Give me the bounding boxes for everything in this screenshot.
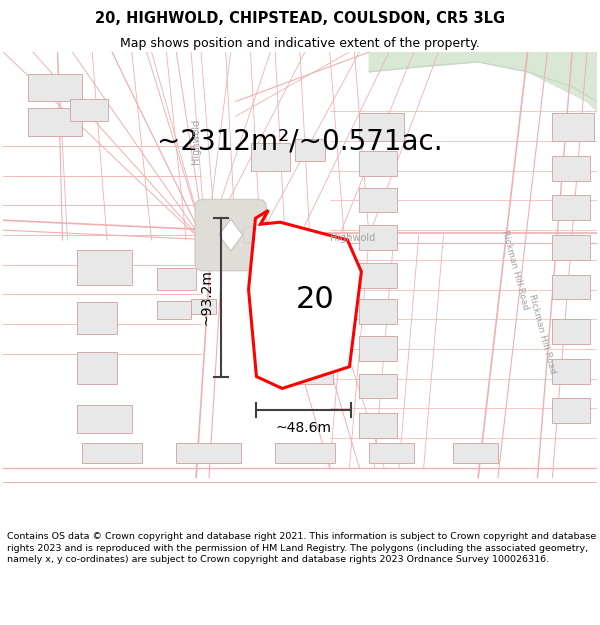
Bar: [157, 301, 191, 319]
Bar: [553, 196, 590, 220]
Bar: [176, 443, 241, 462]
Bar: [553, 359, 590, 384]
Bar: [77, 352, 117, 384]
Polygon shape: [219, 219, 242, 251]
Bar: [359, 188, 397, 213]
Bar: [77, 250, 132, 284]
Bar: [278, 352, 332, 384]
Bar: [359, 113, 404, 141]
Polygon shape: [248, 211, 361, 389]
Bar: [28, 108, 82, 136]
Text: Map shows position and indicative extent of the property.: Map shows position and indicative extent…: [120, 38, 480, 51]
Bar: [553, 398, 590, 423]
FancyBboxPatch shape: [244, 227, 282, 243]
Text: Highwold: Highwold: [191, 119, 201, 164]
Bar: [359, 225, 397, 250]
Text: Rickman Hill Road: Rickman Hill Road: [527, 293, 557, 375]
Bar: [454, 443, 498, 462]
Text: Contains OS data © Crown copyright and database right 2021. This information is : Contains OS data © Crown copyright and d…: [7, 532, 596, 564]
Text: ~2312m²/~0.571ac.: ~2312m²/~0.571ac.: [157, 127, 443, 155]
Bar: [251, 143, 290, 171]
Text: 20, HIGHWOLD, CHIPSTEAD, COULSDON, CR5 3LG: 20, HIGHWOLD, CHIPSTEAD, COULSDON, CR5 3…: [95, 11, 505, 26]
Bar: [553, 156, 590, 181]
Text: 20: 20: [295, 285, 334, 314]
Polygon shape: [369, 52, 597, 111]
Bar: [359, 336, 397, 361]
FancyBboxPatch shape: [195, 199, 266, 271]
Bar: [369, 443, 414, 462]
Bar: [191, 299, 216, 314]
Bar: [275, 443, 335, 462]
Bar: [77, 302, 117, 334]
Bar: [359, 151, 397, 176]
Text: ~48.6m: ~48.6m: [276, 421, 332, 435]
Bar: [553, 113, 594, 141]
Bar: [359, 299, 397, 324]
Bar: [70, 99, 108, 121]
Bar: [359, 262, 397, 288]
Text: Highwold: Highwold: [329, 233, 375, 243]
Text: ~93.2m: ~93.2m: [200, 269, 214, 326]
Bar: [82, 443, 142, 462]
Bar: [295, 139, 325, 161]
Bar: [77, 405, 132, 433]
Bar: [553, 274, 590, 299]
Bar: [157, 268, 196, 289]
Bar: [553, 235, 590, 260]
Bar: [553, 319, 590, 344]
Bar: [340, 268, 358, 282]
Bar: [28, 74, 82, 101]
Bar: [359, 374, 397, 398]
Text: Rickman Hill Road: Rickman Hill Road: [500, 229, 530, 311]
Bar: [359, 413, 397, 438]
